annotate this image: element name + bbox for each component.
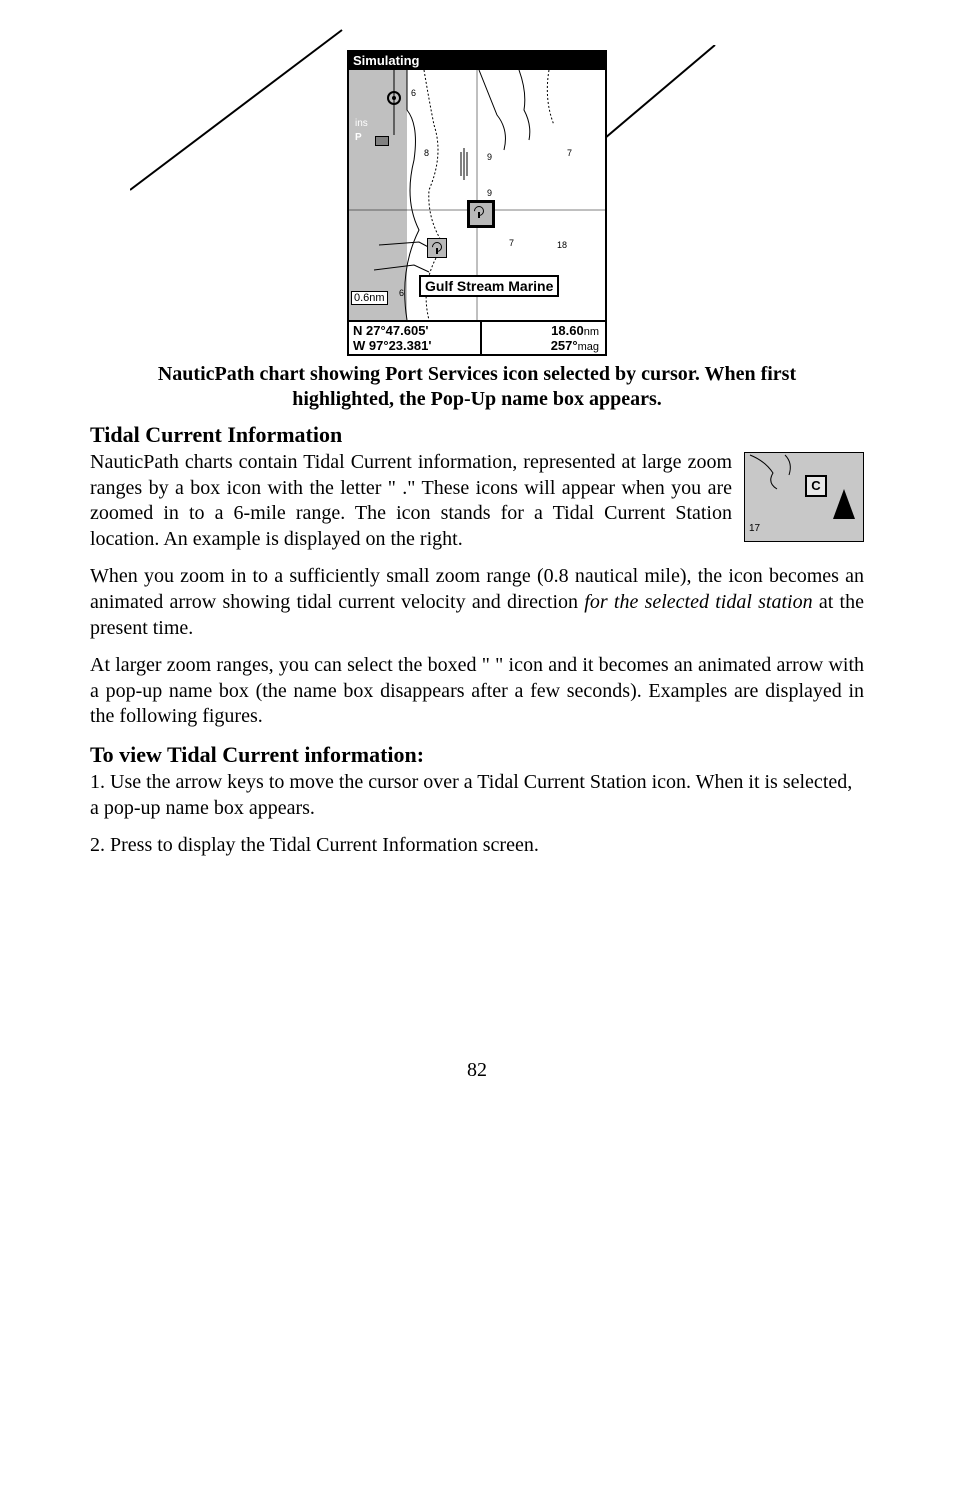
depth-9b: 9 — [487, 188, 492, 198]
lat-value: 27°47.605' — [366, 323, 429, 338]
north-arrow-icon — [833, 489, 855, 519]
p-label: P — [355, 132, 362, 143]
depth-7a: 7 — [567, 148, 572, 158]
depth-9a: 9 — [487, 152, 492, 162]
depth-8: 8 — [424, 148, 429, 158]
titlebar: Simulating — [349, 52, 605, 70]
section-heading-view: To view Tidal Current information: — [90, 742, 864, 768]
small-square-icon — [375, 136, 389, 146]
tidal-c-icon[interactable]: C — [805, 475, 827, 497]
port-services-icon-selected[interactable] — [467, 200, 495, 228]
figure: Simulating — [90, 50, 864, 356]
dist-unit: nm — [584, 326, 599, 338]
step-1: 1. Use the arrow keys to move the cursor… — [90, 770, 864, 821]
section-heading-tidal: Tidal Current Information — [90, 422, 864, 448]
lon-label: W — [353, 338, 365, 353]
bearing-unit: mag — [578, 341, 599, 353]
device-screen: Simulating — [347, 50, 607, 356]
depth-6a: 6 — [411, 88, 416, 98]
paragraph-3: At larger zoom ranges, you can select th… — [90, 653, 864, 730]
dist-value: 18.60 — [551, 323, 584, 338]
page-number: 82 — [90, 1059, 864, 1082]
status-coords: N 27°47.605' W 97°23.381' — [349, 322, 482, 354]
inset-example: C 17 — [744, 452, 864, 542]
depth-18: 18 — [557, 240, 567, 250]
depth-6b: 6 — [399, 288, 404, 298]
ins-label: ins — [355, 118, 368, 129]
popup-name-box: Gulf Stream Marine — [419, 275, 559, 297]
step-2: 2. Press to display the Tidal Current In… — [90, 833, 864, 859]
depth-7b: 7 — [509, 238, 514, 248]
scale-indicator: 0.6nm — [351, 291, 388, 305]
lon-value: 97°23.381' — [369, 338, 432, 353]
lat-label: N — [353, 323, 362, 338]
status-bar: N 27°47.605' W 97°23.381' 18.60nm 257°ma… — [349, 320, 605, 354]
paragraph-2: When you zoom in to a sufficiently small… — [90, 564, 864, 641]
para2-emphasis: for the selected tidal station — [584, 591, 812, 613]
figure-caption: NauticPath chart showing Port Services i… — [130, 362, 824, 412]
inset-number: 17 — [749, 523, 760, 534]
status-nav: 18.60nm 257°mag — [482, 322, 605, 354]
port-services-icon[interactable] — [427, 238, 447, 258]
page-container: Simulating — [0, 0, 954, 1132]
bearing-value: 257° — [551, 338, 578, 353]
map-area: ins P 6 8 9 9 7 18 7 6 Gulf Stream Marin… — [349, 70, 605, 320]
